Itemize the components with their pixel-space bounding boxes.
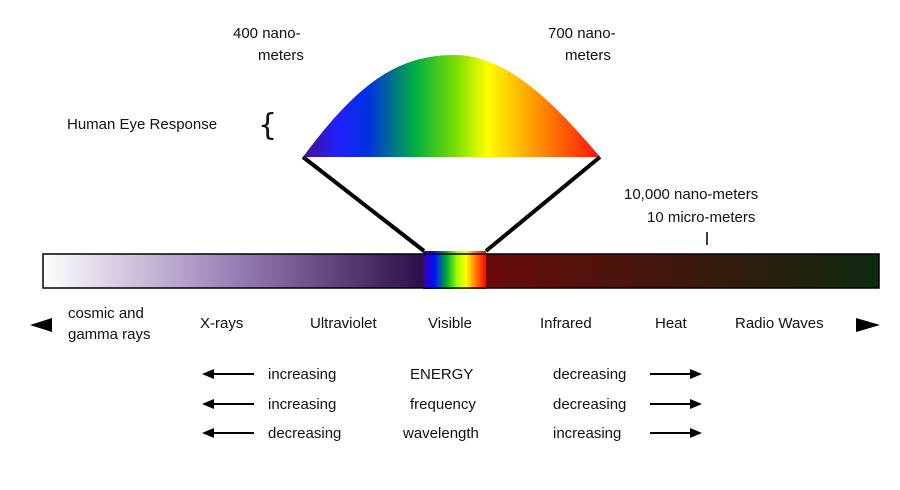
right-end-arrow-icon — [856, 318, 880, 332]
trend-right-text: increasing — [553, 425, 621, 442]
band-label-visible: Visible — [428, 315, 472, 332]
band-label-cosmic-line2: gamma rays — [68, 326, 151, 343]
trend-center-text: wavelength — [402, 425, 479, 442]
trend-row-wavelength: decreasing wavelength increasing — [202, 425, 702, 442]
left-end-arrow-icon — [30, 318, 52, 332]
wavelength-700-label-line2: meters — [565, 47, 611, 64]
left-arrowhead-icon — [202, 428, 214, 438]
scale-note-line2: 10 micro-meters — [647, 209, 755, 226]
band-label-xrays: X-rays — [200, 315, 243, 332]
trend-center-text: frequency — [410, 396, 476, 413]
trend-left-text: decreasing — [268, 425, 341, 442]
left-arrowhead-icon — [202, 399, 214, 409]
wavelength-700-label-line1: 700 nano- — [548, 25, 616, 42]
spectrum-band-long — [486, 254, 879, 288]
trend-row-frequency: increasing frequency decreasing — [202, 396, 702, 413]
spectrum-band-short — [43, 254, 423, 288]
trend-left-text: increasing — [268, 396, 336, 413]
visible-band — [423, 251, 486, 289]
trend-right-text: decreasing — [553, 366, 626, 383]
left-arrowhead-icon — [202, 369, 214, 379]
trend-row-energy: increasing ENERGY decreasing — [202, 366, 702, 383]
right-arrowhead-icon — [690, 369, 702, 379]
band-label-heat: Heat — [655, 315, 688, 332]
band-label-infrared: Infrared — [540, 315, 592, 332]
eye-response-label: Human Eye Response — [67, 116, 217, 133]
scale-note-line1: 10,000 nano-meters — [624, 186, 758, 203]
right-connector-line — [484, 155, 602, 253]
band-label-radio: Radio Waves — [735, 315, 824, 332]
trend-right-text: decreasing — [553, 396, 626, 413]
spectrum-band-outline — [42, 253, 880, 289]
wavelength-400-label-line1: 400 nano- — [233, 25, 301, 42]
eye-response-curve — [303, 55, 600, 157]
band-label-ultraviolet: Ultraviolet — [310, 315, 378, 332]
left-connector-line — [301, 155, 426, 253]
band-label-cosmic-line1: cosmic and — [68, 305, 144, 322]
trend-center-text: ENERGY — [410, 366, 473, 383]
wavelength-400-label-line2: meters — [258, 47, 304, 64]
trend-left-text: increasing — [268, 366, 336, 383]
eye-response-brace: { — [258, 108, 277, 143]
right-arrowhead-icon — [690, 428, 702, 438]
right-arrowhead-icon — [690, 399, 702, 409]
